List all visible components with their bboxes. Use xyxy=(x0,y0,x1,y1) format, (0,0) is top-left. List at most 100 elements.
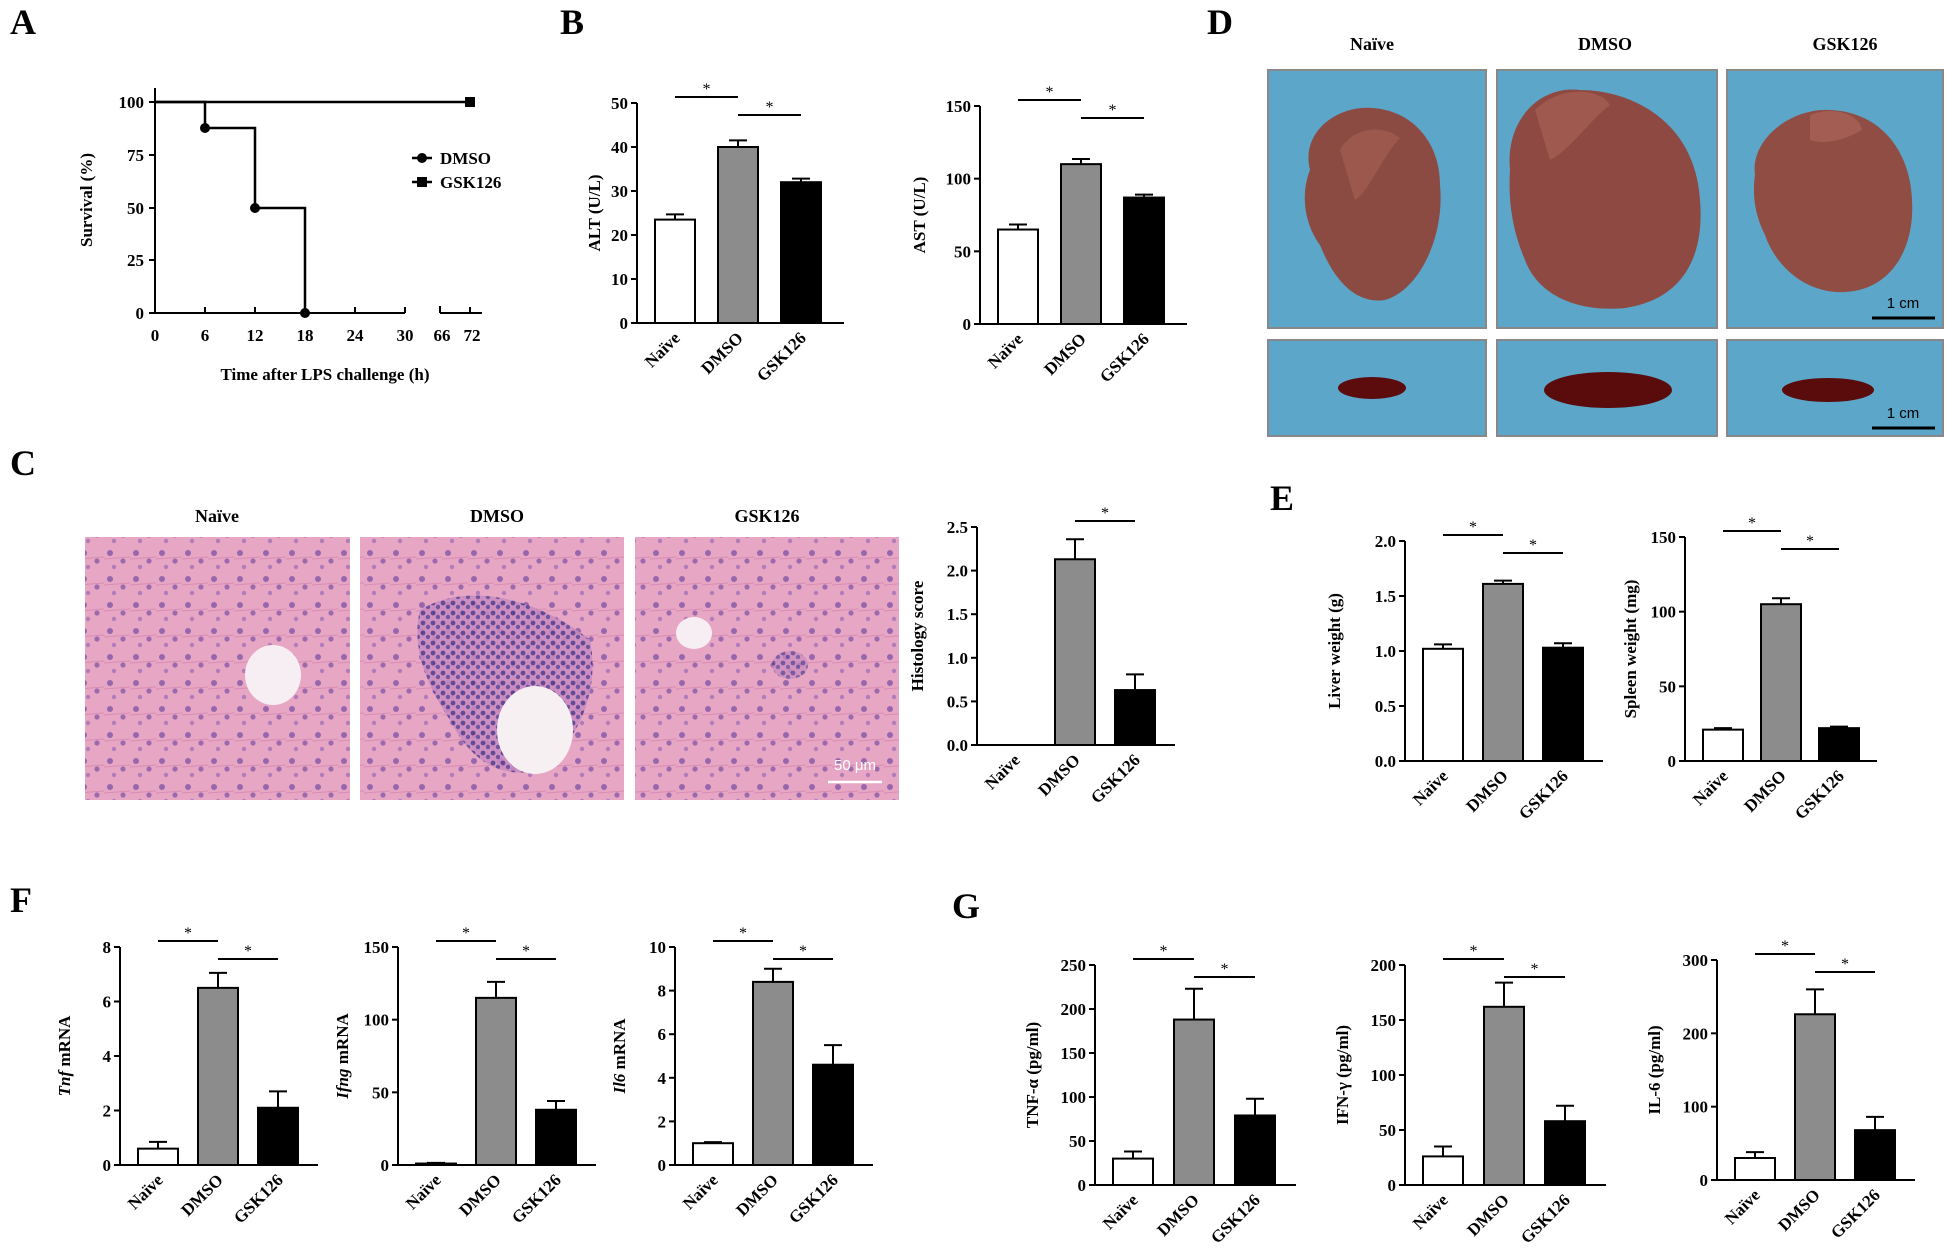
histology-images: Naïve DMSO GSK126 50 μm xyxy=(85,506,899,800)
y-tick-label: 50 xyxy=(1659,677,1676,696)
category-label: GSK126 xyxy=(1207,1190,1264,1247)
y-tick-label: 8 xyxy=(658,982,667,1001)
bar-gsk126 xyxy=(1818,727,1860,762)
category-label: GSK126 xyxy=(1087,750,1144,807)
category-label: GSK126 xyxy=(785,1170,842,1227)
significance-star: * xyxy=(1806,533,1814,550)
y-axis-label-italic: Il6 xyxy=(610,1073,629,1094)
category-label: DMSO xyxy=(1153,1190,1202,1239)
x-tick: 12 xyxy=(247,326,264,345)
category-label: Naïve xyxy=(124,1170,167,1213)
y-tick-label: 100 xyxy=(364,1011,390,1030)
histology-image-naive xyxy=(85,537,350,800)
survival-series-dmso xyxy=(155,100,310,318)
spleen-photo-dmso xyxy=(1496,339,1718,437)
y-tick-label: 1.0 xyxy=(1375,642,1396,661)
y-tick-label: 0 xyxy=(1668,752,1677,771)
spleen-photo-naive xyxy=(1267,339,1487,437)
bar-dmso xyxy=(1794,1013,1836,1181)
histology-image-dmso xyxy=(360,537,624,800)
y-axis-label: Liver weight (g) xyxy=(1325,593,1344,709)
y-tick-label: 6 xyxy=(658,1025,667,1044)
category-label: Naïve xyxy=(981,750,1024,793)
y-tick-label: 10 xyxy=(649,938,666,957)
y-axis-label: IL-6 (pg/ml) xyxy=(1645,1025,1664,1114)
y-tick-label: 1.0 xyxy=(947,649,968,668)
significance-star: * xyxy=(1531,961,1539,978)
y-axis-label: Tnf mRNA xyxy=(55,1015,74,1096)
y-tick-label: 10 xyxy=(611,270,628,289)
bar-naive xyxy=(1112,1157,1154,1186)
liver-photo-gsk126: 1 cm xyxy=(1726,69,1944,329)
survival-axes xyxy=(149,88,482,314)
category-label: Naïve xyxy=(402,1170,445,1213)
panel-letter-b: B xyxy=(560,2,584,42)
photo-header-dmso: DMSO xyxy=(1578,34,1632,54)
category-label: DMSO xyxy=(1740,766,1789,815)
category-label: GSK126 xyxy=(230,1170,287,1227)
significance-star: * xyxy=(1101,505,1109,522)
y-axis-label-rest: mRNA xyxy=(610,1018,629,1074)
bar-chart-tnf-mrna: 0 2 4 6 8 Tnf mRNA Naïve DMSO GSK126 * * xyxy=(55,925,318,1227)
category-label: GSK126 xyxy=(508,1170,565,1227)
y-tick-label: 40 xyxy=(611,138,628,157)
bar-gsk126 xyxy=(535,1108,577,1166)
y-axis-label: AST (U/L) xyxy=(910,177,929,254)
y-tick-label: 0 xyxy=(1078,1176,1087,1195)
y-tick-label: 50 xyxy=(1379,1121,1396,1140)
y-tick-label: 6 xyxy=(103,993,112,1012)
liver-photo-naive xyxy=(1267,69,1487,329)
y-tick-label: 150 xyxy=(1371,1011,1397,1030)
bar-naive xyxy=(997,228,1039,326)
x-tick: 18 xyxy=(297,326,314,345)
bar-gsk126 xyxy=(1234,1114,1276,1186)
significance-star: * xyxy=(462,925,470,942)
y-tick-label: 2.0 xyxy=(1375,532,1396,551)
y-tick-label: 30 xyxy=(611,182,628,201)
significance-star: * xyxy=(1470,943,1478,960)
y-tick: 75 xyxy=(127,146,144,165)
y-tick-label: 0.5 xyxy=(1375,697,1396,716)
bar-chart-il6-protein: 0 100 200 300 IL-6 (pg/ml) Naïve DMSO GSK126 * * xyxy=(1645,938,1915,1242)
bar-dmso xyxy=(717,146,759,324)
bar-dmso xyxy=(1173,1018,1215,1186)
bar-naive xyxy=(692,1142,734,1166)
y-tick-label: 200 xyxy=(1061,1000,1087,1019)
y-tick-label: 20 xyxy=(611,226,628,245)
category-label: Naïve xyxy=(1409,766,1452,809)
bar-gsk126 xyxy=(1114,689,1156,747)
category-label: GSK126 xyxy=(1827,1185,1884,1242)
y-axis-label: IFN-γ (pg/ml) xyxy=(1333,1025,1352,1125)
y-tick-label: 2 xyxy=(658,1112,667,1131)
bar-dmso xyxy=(1054,558,1096,746)
significance-star: * xyxy=(1046,84,1054,101)
bar-naive xyxy=(1734,1157,1776,1181)
y-tick-label: 150 xyxy=(1061,1044,1087,1063)
y-tick-label: 1.5 xyxy=(1375,587,1396,606)
bar-gsk126 xyxy=(1542,646,1584,763)
category-label: DMSO xyxy=(1040,329,1089,378)
bar-dmso xyxy=(1760,603,1802,763)
category-label: DMSO xyxy=(697,328,746,377)
y-axis-label: Histology score xyxy=(908,580,927,691)
significance-star: * xyxy=(522,943,530,960)
bar-chart-tnf-alpha-protein: 0 50 100 150 200 250 TNF-α (pg/ml) Naïve DMSO GSK… xyxy=(1023,943,1296,1247)
x-tick: 66 xyxy=(434,326,451,345)
y-tick: 0 xyxy=(136,304,145,323)
bar-chart-ifn-gamma-protein: 0 50 100 150 200 IFN-γ (pg/ml) Naïve DMSO GSK126… xyxy=(1333,943,1606,1247)
bar-dmso xyxy=(1483,1005,1525,1186)
category-label: Naïve xyxy=(641,328,684,371)
y-axis-label: Spleen weight (mg) xyxy=(1621,580,1640,719)
significance-star: * xyxy=(1469,519,1477,536)
photo-header-gsk126: GSK126 xyxy=(1812,34,1877,54)
bar-chart-ifng-mrna: 0 50 100 150 Ifng mRNA Naïve DMSO GSK126 * * xyxy=(333,925,596,1227)
legend-gsk126: GSK126 xyxy=(440,173,501,192)
y-axis-label-italic: Tnf xyxy=(55,1069,74,1097)
y-tick-label: 250 xyxy=(1061,956,1087,975)
y-tick-label: 0.0 xyxy=(1375,752,1396,771)
y-tick-label: 0 xyxy=(963,315,972,334)
y-tick-label: 100 xyxy=(1371,1066,1397,1085)
category-label: DMSO xyxy=(455,1170,504,1219)
histology-header-dmso: DMSO xyxy=(470,506,524,526)
